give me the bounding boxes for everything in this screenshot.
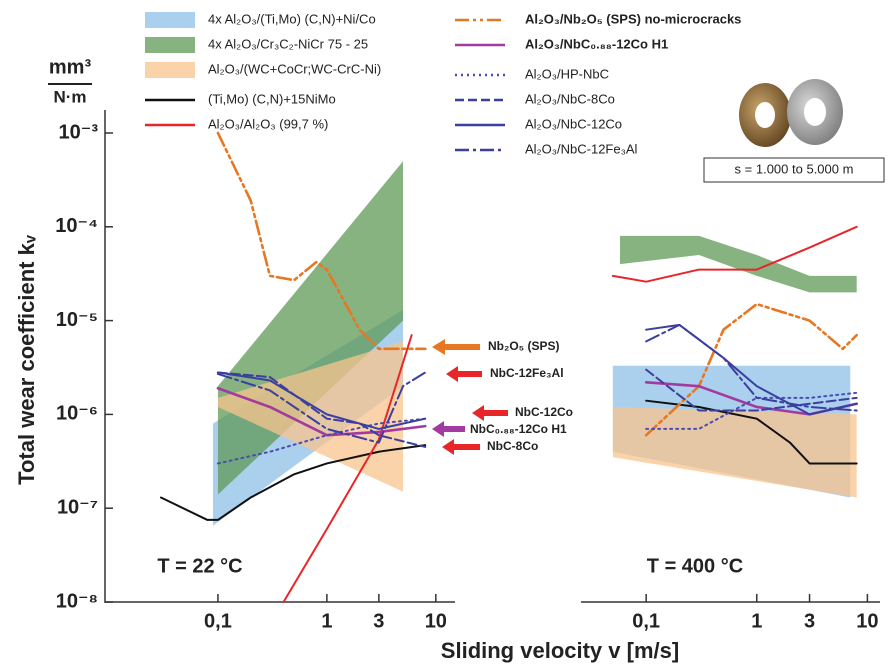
x-tick-label: 10 bbox=[856, 610, 878, 632]
series-line bbox=[282, 334, 413, 603]
y-unit-bottom: N·m bbox=[53, 87, 86, 106]
legend-label: 4x Al₂O₃/Cr₃C₂-NiCr 75 - 25 bbox=[208, 36, 368, 51]
series-line bbox=[216, 131, 427, 351]
y-tick-label: 10⁻⁵ bbox=[56, 309, 98, 331]
legend-label: Al₂O₃/NbC-12Fe₃Al bbox=[525, 141, 638, 156]
plot-area bbox=[159, 131, 858, 603]
series-line bbox=[645, 323, 858, 416]
annotation: NbC-12Co bbox=[515, 405, 573, 419]
inset-icon bbox=[739, 79, 843, 147]
y-unit-top: mm³ bbox=[49, 56, 92, 78]
annotation-arrow bbox=[442, 439, 480, 455]
x-tick-label: 3 bbox=[804, 610, 815, 632]
series-line bbox=[645, 391, 858, 430]
series-line bbox=[216, 417, 427, 465]
x-tick-label: 0,1 bbox=[204, 610, 232, 632]
band bbox=[619, 235, 857, 293]
panel-label: T = 22 °C bbox=[157, 555, 242, 577]
legend-label: Al₂O₃/Nb₂O₅ (SPS) no-microcracks bbox=[525, 11, 741, 26]
y-tick-label: 10⁻⁴ bbox=[55, 215, 98, 237]
x-tick-label: 1 bbox=[321, 610, 332, 632]
inset-label: s = 1.000 to 5.000 m bbox=[735, 161, 854, 176]
y-tick-label: 10⁻⁶ bbox=[56, 403, 98, 425]
legend-swatch bbox=[145, 12, 195, 28]
panel-label: T = 400 °C bbox=[647, 555, 743, 577]
annotation: NbC-8Co bbox=[487, 439, 538, 453]
legend-label: Al₂O₃/HP-NbC bbox=[525, 66, 609, 81]
x-tick-label: 3 bbox=[373, 610, 384, 632]
inset-box bbox=[703, 157, 885, 183]
y-tick-label: 10⁻⁸ bbox=[56, 590, 98, 612]
series-line bbox=[216, 371, 427, 444]
x-axis-label: Sliding velocity v [m/s] bbox=[441, 638, 679, 663]
series-line bbox=[216, 371, 427, 430]
band bbox=[612, 406, 857, 498]
annotations: Nb₂O₅ (SPS) NbC-12Fe₃Al NbC-12Co NbC₀.₈₈… bbox=[432, 339, 573, 455]
x-tick-label: 10 bbox=[425, 610, 447, 632]
series-line bbox=[645, 399, 858, 465]
legend-label: 4x Al₂O₃/(Ti,Mo) (C,N)+Ni/Co bbox=[208, 11, 376, 26]
legend-label: Al₂O₃/NbC-8Co bbox=[525, 91, 615, 106]
series-line bbox=[216, 386, 427, 437]
legend-label: (Ti,Mo) (C,N)+15NiMo bbox=[208, 91, 336, 106]
annotation-arrow bbox=[432, 339, 480, 355]
series-line bbox=[645, 323, 858, 412]
legend-label: Al₂O₃/NbC-12Co bbox=[525, 116, 622, 131]
annotation-arrow bbox=[446, 366, 482, 382]
annotation: NbC₀.₈₈-12Co H1 bbox=[470, 422, 567, 436]
y-axis-label: Total wear coefficient kᵥ bbox=[14, 234, 39, 485]
series-line bbox=[611, 225, 858, 283]
legend-label: Al₂O₃/(WC+CoCr;WC-CrC-Ni) bbox=[208, 61, 381, 76]
legend-label: Al₂O₃/Al₂O₃ (99,7 %) bbox=[208, 116, 328, 131]
legend-swatch bbox=[145, 62, 195, 78]
x-tick-label: 1 bbox=[751, 610, 762, 632]
annotation-arrow bbox=[432, 421, 465, 437]
annotation-arrow bbox=[472, 405, 508, 421]
y-tick-label: 10⁻³ bbox=[59, 121, 99, 143]
x-tick-label: 0,1 bbox=[632, 610, 660, 632]
legend-label: Al₂O₃/NbC₀.₈₈-12Co H1 bbox=[525, 36, 668, 51]
series-line bbox=[216, 371, 427, 448]
annotation: NbC-12Fe₃Al bbox=[490, 366, 564, 380]
band bbox=[217, 341, 404, 492]
legend-swatch bbox=[145, 37, 195, 53]
series-line bbox=[645, 368, 858, 412]
y-tick-label: 10⁻⁷ bbox=[57, 496, 98, 518]
annotation: Nb₂O₅ (SPS) bbox=[488, 339, 560, 353]
